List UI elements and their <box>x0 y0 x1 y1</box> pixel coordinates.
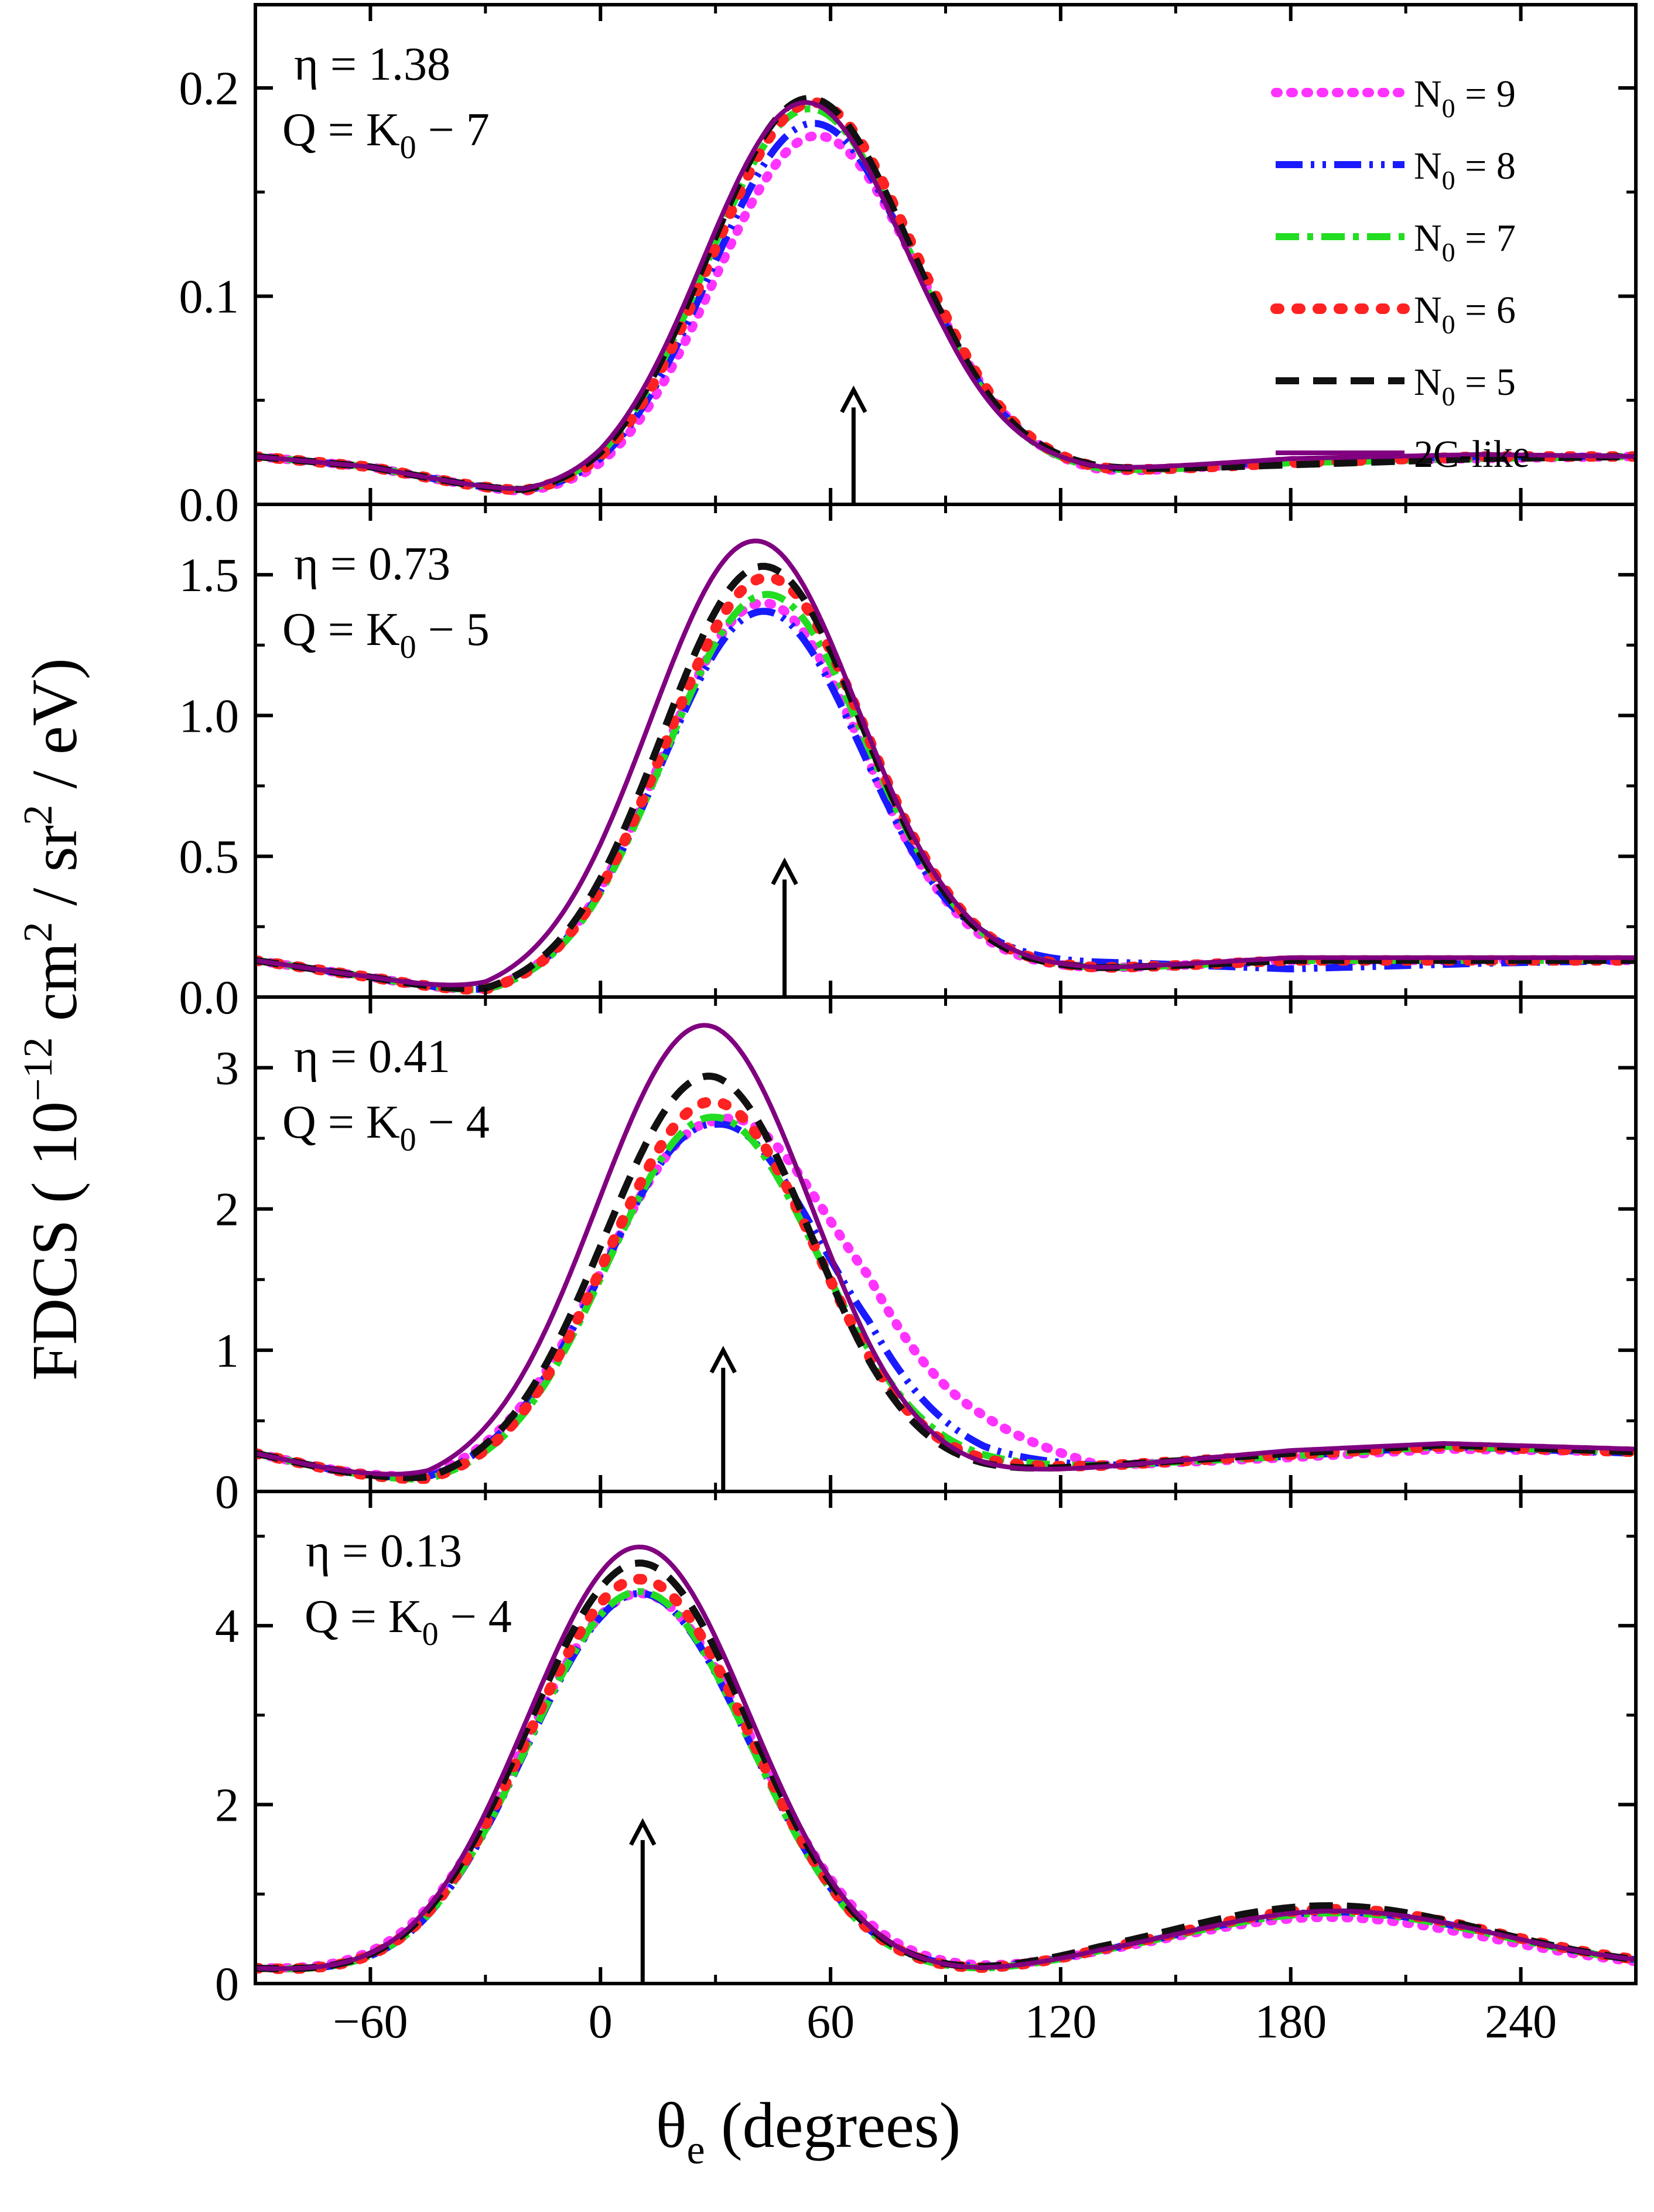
eta-annotation: η = 0.41 <box>294 1031 450 1083</box>
legend-label: N0 = 7 <box>1414 217 1516 267</box>
y-tick-label: 0 <box>215 1957 239 2010</box>
y-tick-label: 3 <box>215 1042 239 1095</box>
series-line <box>255 100 1636 491</box>
eta-annotation: η = 0.13 <box>306 1525 462 1577</box>
y-tick-label: 4 <box>215 1599 239 1653</box>
legend-label: N0 = 8 <box>1414 145 1516 195</box>
legend-label: N0 = 9 <box>1414 73 1516 123</box>
y-tick-label: 1.0 <box>179 689 240 742</box>
series-line <box>255 1023 1636 1477</box>
panels: 0.0 0.1 0.2 η = 1.38 Q = K0 − 7 0.0 0.5 1.0 1.5 η… <box>179 3 1638 2048</box>
y-tick-label: 1.5 <box>179 548 240 602</box>
y-tick-label: 0 <box>215 1465 239 1518</box>
series-line <box>255 538 1636 988</box>
arrow-head <box>709 1346 737 1374</box>
series-line <box>255 1544 1636 1971</box>
panel-1: 0.0 0.1 0.2 η = 1.38 Q = K0 − 7 <box>179 3 1638 531</box>
y-tick-label: 2 <box>215 1779 239 1832</box>
x-tick-label: 240 <box>1485 1995 1557 2048</box>
legend-label: N0 = 6 <box>1414 289 1516 339</box>
legend-label: 2C-like <box>1414 433 1530 476</box>
y-tick-label: 0.5 <box>179 830 240 883</box>
q-annotation: Q = K0 − 4 <box>305 1591 512 1653</box>
legend-label: N0 = 5 <box>1414 361 1516 411</box>
series-group <box>255 1023 1636 1484</box>
arrow-head <box>629 1818 657 1846</box>
x-tick-label: −60 <box>333 1995 408 2048</box>
q-annotation: Q = K0 − 5 <box>282 604 490 665</box>
arrow-head <box>840 385 867 414</box>
legend: N0 = 9 N0 = 8 N0 = 7 N0 = 6 N0 = 5 2C-like <box>1270 73 1530 476</box>
x-axis-title: θe (degrees) <box>656 2090 961 2173</box>
x-tick-label: 120 <box>1024 1995 1096 2048</box>
eta-annotation: η = 1.38 <box>294 39 450 90</box>
arrow-head <box>771 857 798 885</box>
y-tick-label: 0.0 <box>179 478 240 531</box>
y-tick-label: 0.0 <box>179 971 240 1024</box>
y-axis-title: FDCS ( 10−12 cm2 / sr2 / eV) <box>16 658 90 1381</box>
q-annotation: Q = K0 − 4 <box>282 1097 490 1158</box>
series-line <box>255 1096 1636 1484</box>
y-tick-label: 0.1 <box>179 270 240 323</box>
series-group <box>255 94 1636 496</box>
y-tick-label: 0.2 <box>179 62 240 115</box>
y-tick-label: 1 <box>215 1324 239 1377</box>
panel-2: 0.0 0.5 1.0 1.5 η = 0.73 Q = K0 − 5 <box>179 503 1638 1024</box>
series-group <box>255 1544 1636 1974</box>
q-annotation: Q = K0 − 7 <box>282 104 490 166</box>
x-tick-label: 0 <box>589 1995 613 2048</box>
x-tick-label: 180 <box>1255 1995 1327 2048</box>
y-tick-label: 2 <box>215 1183 239 1236</box>
panel-4: 0 2 4 η = 0.13 Q = K0 − 4 <box>215 1490 1638 2010</box>
x-tick-label: 60 <box>807 1995 855 2048</box>
eta-annotation: η = 0.73 <box>294 538 450 590</box>
